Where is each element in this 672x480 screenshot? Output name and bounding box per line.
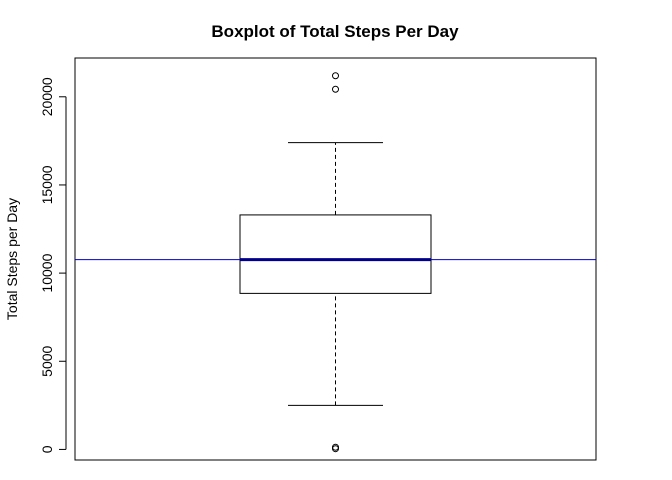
plot-frame <box>74 57 597 461</box>
outlier-point <box>332 443 339 451</box>
y-axis: 0 5000 10000 15000 20000 <box>39 77 67 453</box>
outlier-point <box>332 85 339 93</box>
iqr-box <box>239 214 432 294</box>
outlier-group <box>332 72 339 453</box>
y-tick-label-5000: 5000 <box>39 345 55 376</box>
y-tick-label-10000: 10000 <box>39 253 55 292</box>
y-tick-label-15000: 15000 <box>39 165 55 204</box>
y-axis-label: Total Steps per Day <box>4 198 20 320</box>
chart-title: Boxplot of Total Steps Per Day <box>211 22 459 41</box>
outlier-point <box>332 72 339 80</box>
y-tick-label-0: 0 <box>39 445 55 453</box>
box-group <box>75 142 596 406</box>
y-tick-label-20000: 20000 <box>39 77 55 116</box>
